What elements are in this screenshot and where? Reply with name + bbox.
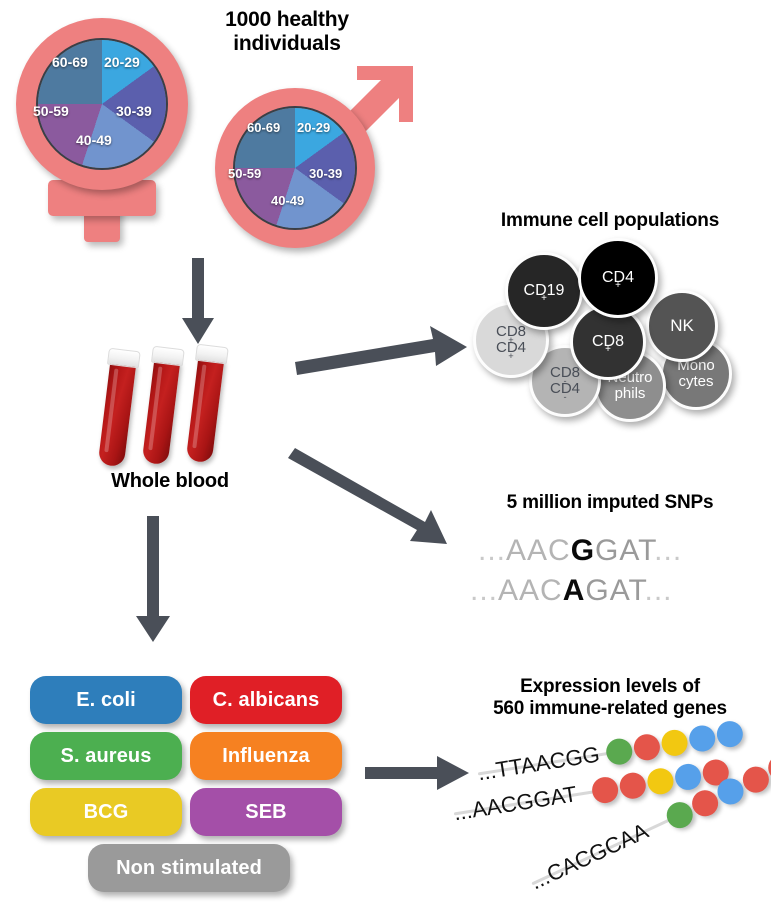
- stimulus-non-stimulated-label: Non stimulated: [116, 856, 262, 879]
- cohort-title: 1000 healthy individuals: [172, 8, 402, 57]
- male-pie-label-20-29: 20-29: [297, 120, 331, 135]
- stimulus-influenza-label: Influenza: [222, 744, 310, 767]
- stimulus-c-albicans-label: C. albicans: [212, 688, 320, 711]
- arrow-blood-to-immune-cells: [295, 326, 467, 375]
- cd8pos-cd4pos-cell-line: CD4 +: [495, 339, 526, 361]
- snp-bottom-prefix: ...: [470, 574, 499, 607]
- cd8neg-cd4neg-cell-line: CD8-: [549, 364, 580, 386]
- stimulus-non-stimulated[interactable]: Non stimulated: [88, 844, 290, 892]
- snp-bottom-hit: A: [562, 574, 586, 607]
- male-pie-slices: [235, 108, 355, 228]
- stimuli-panel: E. coli C. albicans S. aureus Influenza …: [30, 676, 350, 892]
- female-gender-symbol: 20-29 30-39 40-49 50-59 60-69: [8, 12, 198, 242]
- cd8pos-cd4pos-cell-label: CD8 + CD4 +: [495, 323, 526, 361]
- female-pie-label-20-29: 20-29: [104, 54, 140, 70]
- cd19-cell[interactable]: CD19 +: [505, 252, 583, 330]
- female-pie-label-40-49: 40-49: [76, 132, 112, 148]
- female-pie-slices: [38, 40, 166, 168]
- gene-expression-strands: ...TTAACGG ...AACGGAT ...CACGCAA: [452, 719, 771, 900]
- stimulus-seb-label: SEB: [245, 800, 287, 823]
- snp-top-left: AAC: [506, 534, 571, 567]
- stimulus-s-aureus-label: S. aureus: [60, 744, 152, 767]
- stimulus-e-coli-label: E. coli: [76, 688, 136, 711]
- cd4-cell-line: CD4 +: [601, 268, 634, 292]
- nk-cell-line: NK: [670, 316, 694, 336]
- snp-sequence-top: ...AACGGAT...: [478, 534, 682, 568]
- expression-title-line1: Expression levels of: [520, 676, 700, 697]
- neutrophils-cell-line: phils: [614, 385, 646, 402]
- nk-cell-label: NK: [670, 317, 694, 335]
- cd8-cell-line: CD8 +: [591, 332, 624, 356]
- male-age-pie: [233, 106, 357, 230]
- cd19-cell-label: CD19 +: [523, 281, 565, 305]
- whole-blood-tubes: [97, 340, 248, 470]
- snp-top-hit: G: [570, 534, 596, 567]
- stimulus-bcg-label: BCG: [83, 800, 129, 823]
- cd8neg-cd4neg-cell-label: CD8- CD4-: [549, 364, 580, 402]
- female-pie-label-50-59: 50-59: [33, 103, 69, 119]
- expression-title-line2: 560 immune-related genes: [493, 698, 727, 720]
- arrow-stimuli-to-expression: [365, 756, 469, 790]
- gene-strand-2-sequence: ...AACGGAT: [451, 781, 579, 826]
- stimulus-e-coli[interactable]: E. coli: [30, 676, 182, 724]
- snp-top-right: GAT: [595, 534, 655, 567]
- cd8-cell-label: CD8 +: [591, 332, 624, 356]
- male-pie-label-60-69: 60-69: [247, 120, 281, 135]
- female-pie-label-30-39: 30-39: [116, 103, 152, 119]
- gene-strand-2-bead: [645, 766, 676, 797]
- gene-strand-1-bead: [632, 732, 662, 763]
- cd4-cell-label: CD4 +: [601, 268, 634, 292]
- immune-cell-populations-title: Immune cell populations: [500, 210, 720, 231]
- male-gender-symbol: 20-29 30-39 40-49 50-59 60-69: [205, 60, 425, 255]
- cd19-cell-line: CD19 +: [523, 281, 565, 305]
- male-pie-label-30-39: 30-39: [309, 166, 343, 181]
- gene-strand-1-bead: [687, 723, 718, 754]
- arrow-blood-to-stimuli: [136, 516, 170, 642]
- whole-blood-label: Whole blood: [111, 470, 229, 492]
- arrow-cohort-to-blood: [182, 258, 214, 344]
- gene-strand-2-bead: [590, 775, 620, 805]
- cohort-title-line1: 1000 healthy: [225, 8, 349, 31]
- snp-sequences: ...AACGGAT... ...AACAGAT...: [470, 532, 750, 622]
- nk-cell[interactable]: NK: [646, 290, 718, 362]
- male-pie-label-40-49: 40-49: [271, 193, 305, 208]
- monocytes-cell-label: Mono cytes: [677, 358, 715, 389]
- snp-bottom-suffix: ...: [644, 574, 673, 607]
- stimulus-influenza[interactable]: Influenza: [190, 732, 342, 780]
- male-pie-label-50-59: 50-59: [228, 166, 262, 181]
- female-pie-label-60-69: 60-69: [52, 54, 88, 70]
- stimulus-seb[interactable]: SEB: [190, 788, 342, 836]
- gene-strand-3-sequence: ...CACGCAA: [526, 818, 653, 895]
- snps-title: 5 million imputed SNPs: [506, 492, 714, 513]
- gene-strand-2-bead: [617, 770, 648, 801]
- monocytes-cell-line: Mono: [677, 357, 715, 375]
- snp-sequence-bottom: ...AACAGAT...: [470, 574, 673, 608]
- expression-title: Expression levels of 560 immune-related …: [455, 676, 765, 720]
- monocytes-cell-line: cytes: [678, 373, 714, 390]
- gene-strand-1-bead: [714, 719, 745, 749]
- snp-top-prefix: ...: [478, 534, 507, 567]
- cd4-cell[interactable]: CD4 +: [578, 238, 658, 318]
- female-age-pie: [36, 38, 168, 170]
- stimulus-c-albicans[interactable]: C. albicans: [190, 676, 342, 724]
- snp-top-suffix: ...: [654, 534, 683, 567]
- stimulus-s-aureus[interactable]: S. aureus: [30, 732, 182, 780]
- arrow-blood-to-snps: [288, 448, 447, 544]
- gene-strand-1-bead: [604, 736, 635, 767]
- cd8pos-cd4pos-cell-line: CD8 +: [495, 323, 526, 345]
- snp-bottom-right: GAT: [585, 574, 645, 607]
- cd8neg-cd4neg-cell-line: CD4-: [549, 380, 580, 402]
- snp-bottom-left: AAC: [498, 574, 563, 607]
- cohort-title-line2: individuals: [233, 32, 341, 56]
- gene-strand-1-bead: [659, 727, 690, 758]
- stimulus-bcg[interactable]: BCG: [30, 788, 182, 836]
